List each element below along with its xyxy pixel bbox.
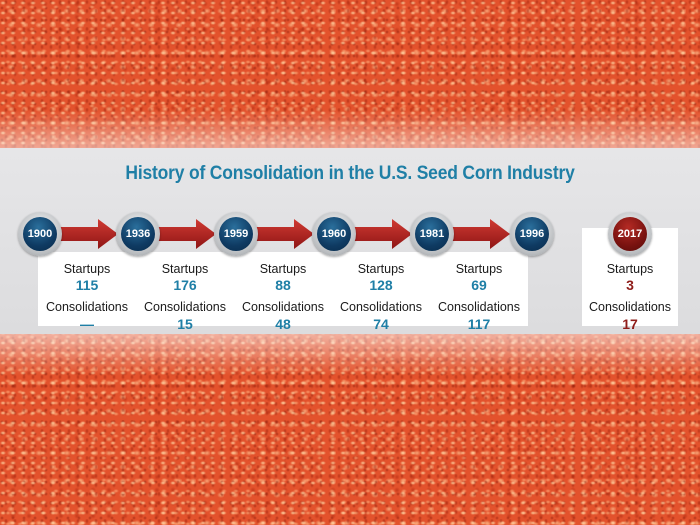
startups-label: Startups	[357, 262, 405, 276]
period-card-1959: Startups 88 Consolidations 48	[234, 252, 332, 332]
consolidations-value: 15	[177, 316, 193, 332]
startups-label: Startups	[606, 262, 654, 276]
year-node-1900: 1900	[18, 212, 62, 256]
startups-value: 3	[626, 277, 634, 293]
startups-label: Startups	[455, 262, 503, 276]
period-card-1936: Startups 176 Consolidations 15	[136, 252, 234, 332]
year-label: 1900	[23, 217, 57, 251]
period-card-1981: Startups 69 Consolidations 117	[430, 252, 528, 332]
startups-value: 69	[471, 277, 487, 293]
year-node-1936: 1936	[116, 212, 160, 256]
year-node-1960: 1960	[312, 212, 356, 256]
year-label: 2017	[613, 217, 647, 251]
year-label: 1981	[415, 217, 449, 251]
year-node-1981: 1981	[410, 212, 454, 256]
year-label: 1996	[515, 217, 549, 251]
consolidations-value: 74	[373, 316, 389, 332]
consolidations-value: 117	[467, 316, 491, 332]
consolidations-value: 48	[275, 316, 291, 332]
startups-value: 128	[369, 277, 393, 293]
period-card-1900: Startups 115 Consolidations —	[38, 252, 136, 332]
consolidations-label: Consolidations	[340, 300, 422, 314]
photo-fade-bottom	[0, 330, 700, 375]
startups-label: Startups	[259, 262, 307, 276]
consolidations-label: Consolidations	[589, 300, 671, 314]
consolidations-label: Consolidations	[144, 300, 226, 314]
startups-value: 115	[75, 277, 99, 293]
consolidations-label: Consolidations	[438, 300, 520, 314]
consolidations-label: Consolidations	[242, 300, 324, 314]
year-label: 1959	[219, 217, 253, 251]
consolidations-value: 17	[622, 316, 638, 332]
arrow-right-icon	[158, 219, 216, 249]
startups-label: Startups	[161, 262, 209, 276]
year-node-1996: 1996	[510, 212, 554, 256]
startups-label: Startups	[63, 262, 111, 276]
period-card-1960: Startups 128 Consolidations 74	[332, 252, 430, 332]
chart-title: History of Consolidation in the U.S. See…	[125, 163, 575, 184]
year-label: 1936	[121, 217, 155, 251]
year-node-2017: 2017	[608, 212, 652, 256]
year-node-1959: 1959	[214, 212, 258, 256]
arrow-right-icon	[256, 219, 314, 249]
startups-value: 88	[275, 277, 291, 293]
arrow-right-icon	[354, 219, 412, 249]
consolidations-value: —	[80, 316, 94, 332]
consolidations-label: Consolidations	[46, 300, 128, 314]
year-label: 1960	[317, 217, 351, 251]
startups-value: 176	[173, 277, 197, 293]
arrow-right-icon	[60, 219, 118, 249]
arrow-right-icon	[452, 219, 510, 249]
photo-fade-top	[0, 110, 700, 152]
